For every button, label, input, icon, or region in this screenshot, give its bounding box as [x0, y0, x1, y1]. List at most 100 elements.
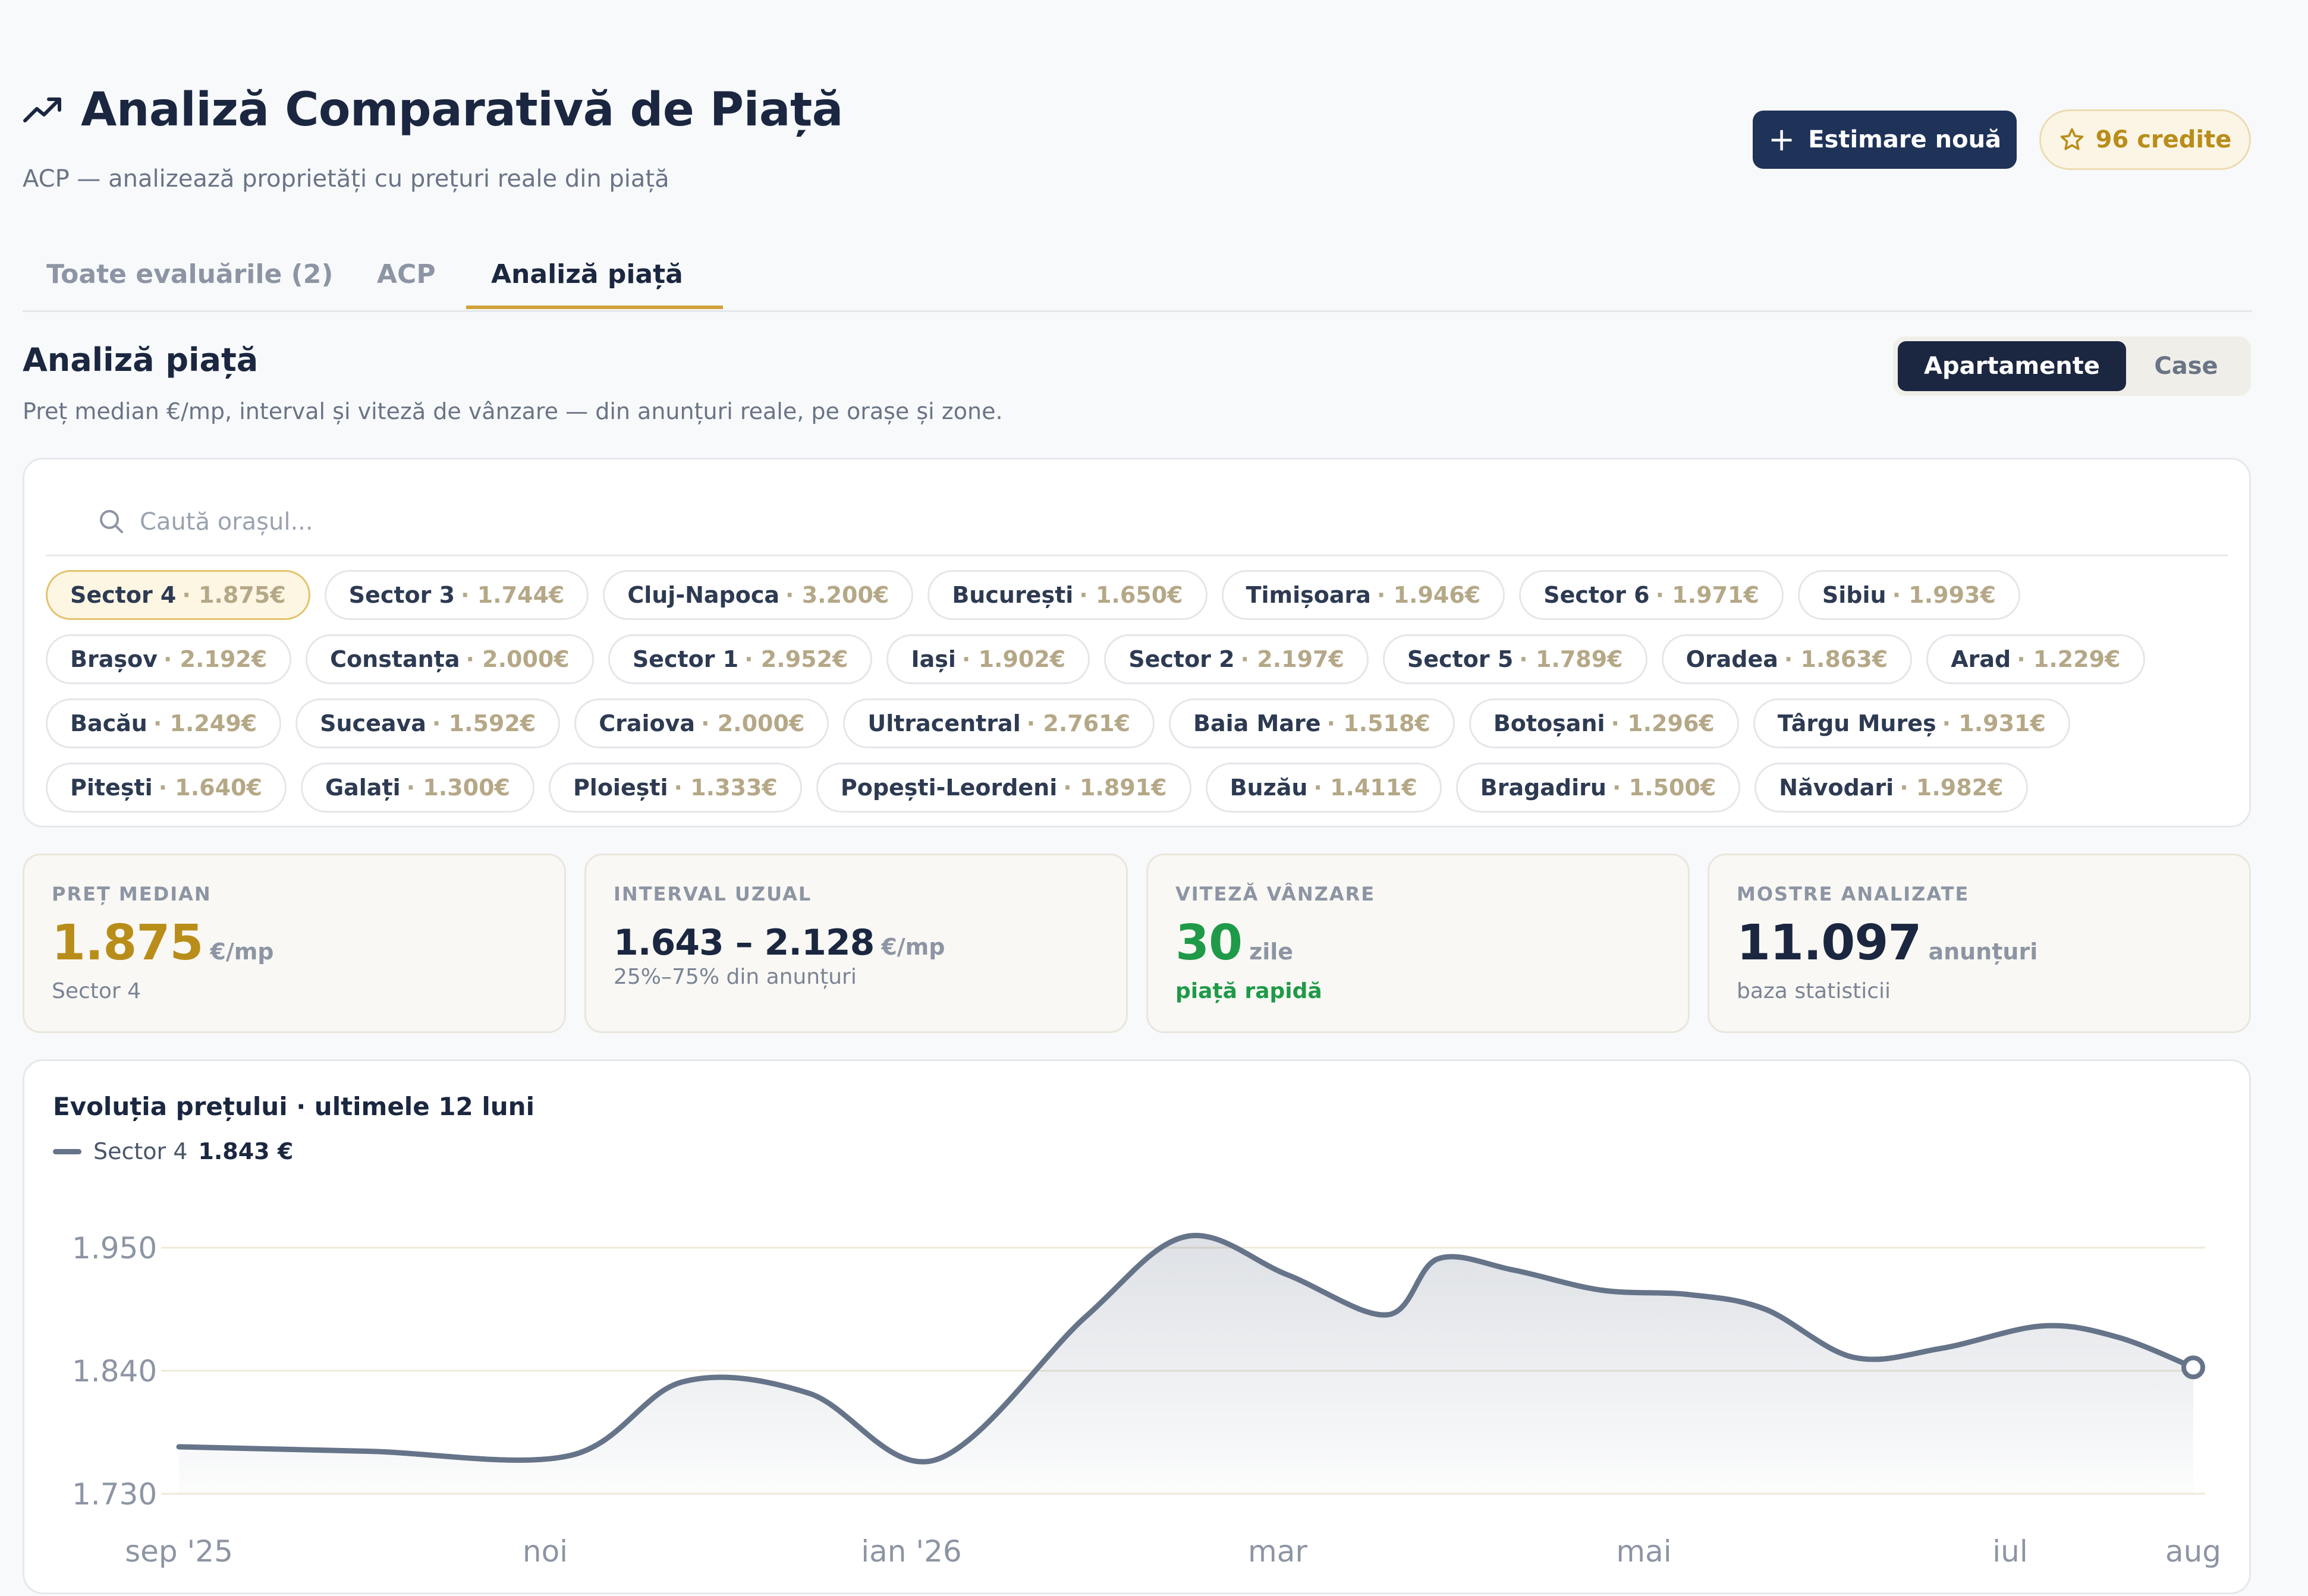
stat-card-samples: MOSTRE ANALIZATE 11.097 anunțuri baza st… [1708, 854, 2251, 1033]
y-tick-label: 1.950 [72, 1231, 157, 1266]
city-chip-name: Oradea [1686, 646, 1778, 672]
active-tab-indicator [466, 306, 723, 309]
stat-label: VITEZĂ VÂNZARE [1175, 883, 1376, 905]
city-chip-name: Botoșani [1493, 710, 1605, 736]
city-chip[interactable]: Sibiu1.993€ [1797, 570, 2020, 620]
legend-swatch [53, 1148, 81, 1154]
city-selector-card: Sector 41.875€ Sector 31.744€ Cluj-Napoca3… [23, 458, 2251, 827]
city-chip[interactable]: Botoșani1.296€ [1469, 698, 1739, 748]
credits-badge[interactable]: 96 credite [2039, 109, 2251, 170]
city-chip[interactable]: Buzău1.411€ [1205, 763, 1442, 813]
city-chip[interactable]: Bacău1.249€ [46, 698, 282, 748]
city-chip-price: 1.744€ [461, 582, 565, 608]
legend-series-name: Sector 4 [93, 1138, 188, 1164]
page-title-row: Analiză Comparativă de Piață [23, 83, 843, 137]
city-search [46, 493, 2228, 556]
market-analysis-page: Analiză Comparativă de Piață ACP — anali… [0, 0, 2308, 1557]
tab-market-analysis[interactable]: Analiză piață [491, 259, 683, 289]
city-chip-name: Ploiești [573, 775, 668, 801]
city-chip-price: 1.982€ [1900, 775, 2004, 801]
city-chip-name: Craiova [599, 710, 696, 736]
stat-label: MOSTRE ANALIZATE [1737, 883, 1970, 905]
city-chip[interactable]: Târgu Mureș1.931€ [1753, 698, 2070, 748]
stat-card-median-price: PREȚ MEDIAN 1.875 €/mp Sector 4 [23, 854, 566, 1033]
price-evolution-chart: 1.730 1.840 1.950 sep '25 noi ian '26 mar mai iu… [72, 1231, 2221, 1569]
city-chip[interactable]: Bragadiru1.500€ [1455, 763, 1741, 813]
city-chip[interactable]: Ploiești1.333€ [548, 763, 802, 813]
city-chip-price: 2.761€ [1027, 710, 1130, 736]
city-chip[interactable]: Popești-Leordeni1.891€ [816, 763, 1191, 813]
search-icon [100, 510, 123, 533]
city-chip-price: 1.333€ [674, 775, 778, 801]
tab-acp[interactable]: ACP [377, 259, 436, 289]
city-chip-name: Sector 4 [70, 582, 177, 608]
stat-unit: €/mp [881, 934, 945, 960]
city-chip-price: 1.411€ [1313, 775, 1417, 801]
city-chip-price: 1.296€ [1611, 710, 1715, 736]
city-chip[interactable]: Iași1.902€ [886, 634, 1090, 684]
city-chip[interactable]: Sector 22.197€ [1104, 634, 1369, 684]
property-type-toggle: Apartamente Case [1893, 336, 2251, 396]
city-chip-price: 1.500€ [1612, 775, 1716, 801]
city-chip[interactable]: Constanța2.000€ [306, 634, 594, 684]
city-chip[interactable]: Cluj-Napoca3.200€ [603, 570, 914, 620]
city-chip-price: 2.000€ [466, 646, 570, 672]
city-chip[interactable]: Galați1.300€ [300, 763, 534, 813]
stat-value: 1.875 [52, 915, 203, 971]
city-chip-name: Galați [325, 775, 401, 801]
stat-card-usual-interval: INTERVAL UZUAL 1.643 – 2.128 €/mp 25%–75… [584, 854, 1128, 1033]
city-chip-name: Sibiu [1822, 582, 1886, 608]
city-chip-name: Buzău [1230, 775, 1308, 801]
city-chip-price: 1.863€ [1784, 646, 1888, 672]
credits-label: 96 credite [2095, 126, 2232, 153]
city-chip[interactable]: Baia Mare1.518€ [1169, 698, 1455, 748]
city-chip[interactable]: Sector 12.952€ [608, 634, 873, 684]
city-search-input[interactable] [139, 503, 973, 540]
city-chip-price: 1.229€ [2017, 646, 2121, 672]
x-tick-label: mar [1248, 1534, 1307, 1569]
tab-all-evaluations[interactable]: Toate evaluările (2) [46, 259, 334, 289]
city-chip-name: Sector 2 [1128, 646, 1235, 672]
city-chip[interactable]: Craiova2.000€ [574, 698, 829, 748]
city-chip[interactable]: Sector 61.971€ [1519, 570, 1784, 620]
city-chip-name: Sector 5 [1407, 646, 1514, 672]
city-chip-name: Baia Mare [1193, 710, 1321, 736]
city-chip-name: Brașov [70, 646, 158, 672]
city-chip[interactable]: Timișoara1.946€ [1221, 570, 1505, 620]
stat-subtext: piață rapidă [1175, 979, 1322, 1003]
city-chip-price: 1.640€ [159, 775, 262, 801]
city-chip[interactable]: Arad1.229€ [1926, 634, 2145, 684]
city-chip[interactable]: Năvodari1.982€ [1754, 763, 2028, 813]
city-chip[interactable]: Ultracentral2.761€ [843, 698, 1155, 748]
city-chip[interactable]: Oradea1.863€ [1661, 634, 1913, 684]
toggle-houses[interactable]: Case [2154, 352, 2218, 380]
city-chip-price: 1.592€ [432, 710, 536, 736]
city-chip-name: Timișoara [1246, 582, 1371, 608]
tab-bar: Toate evaluările (2) ACP Analiză piață [23, 240, 2252, 312]
city-chip[interactable]: Brașov2.192€ [46, 634, 292, 684]
city-chip-name: Suceava [320, 710, 426, 736]
city-chip-name: Popești-Leordeni [840, 775, 1058, 801]
city-chip-name: Arad [1951, 646, 2011, 672]
city-chip[interactable]: București1.650€ [927, 570, 1208, 620]
city-chip-price: 1.993€ [1892, 582, 1996, 608]
new-estimate-button[interactable]: + Estimare nouă [1753, 111, 2017, 169]
city-chip-price: 1.518€ [1327, 710, 1430, 736]
stat-label: INTERVAL UZUAL [614, 883, 812, 905]
x-tick-label: ian '26 [861, 1534, 961, 1569]
city-chip[interactable]: Sector 51.789€ [1382, 634, 1647, 684]
stat-subtext: Sector 4 [52, 979, 142, 1003]
toggle-apartments[interactable]: Apartamente [1898, 341, 2126, 391]
city-chip[interactable]: Suceava1.592€ [295, 698, 561, 748]
city-chip[interactable]: Sector 41.875€ [46, 570, 310, 620]
city-chip-name: Sector 6 [1543, 582, 1650, 608]
city-chip-price: 1.875€ [182, 582, 286, 608]
city-chip-price: 1.650€ [1079, 582, 1183, 608]
city-chip[interactable]: Sector 31.744€ [324, 570, 589, 620]
city-chip[interactable]: Pitești1.640€ [46, 763, 287, 813]
city-chip-price: 2.197€ [1241, 646, 1344, 672]
y-tick-label: 1.840 [72, 1354, 157, 1389]
page-subtitle: ACP — analizează proprietăți cu prețuri … [23, 165, 669, 193]
city-chip-price: 2.192€ [163, 646, 268, 672]
city-chip-price: 1.931€ [1942, 710, 2046, 736]
